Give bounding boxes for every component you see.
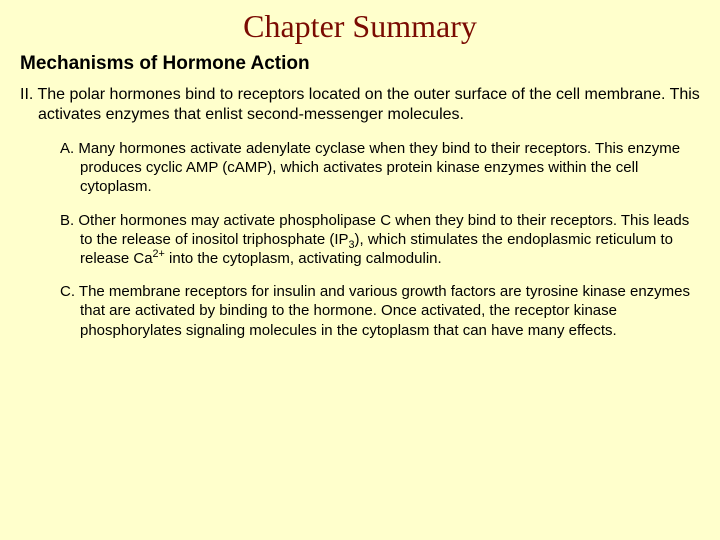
main-point-num: II. xyxy=(20,86,33,103)
sub-point-c: C. The membrane receptors for insulin an… xyxy=(20,282,700,340)
sub-point-b-after: into the cytoplasm, activating calmoduli… xyxy=(165,250,442,267)
chapter-title: Chapter Summary xyxy=(20,8,700,45)
sub-point-a: A. Many hormones activate adenylate cycl… xyxy=(20,139,700,197)
main-point-ii: II. The polar hormones bind to receptors… xyxy=(20,85,700,125)
section-heading: Mechanisms of Hormone Action xyxy=(20,53,700,75)
sub-point-c-text: The membrane receptors for insulin and v… xyxy=(79,283,690,338)
main-point-text: The polar hormones bind to receptors loc… xyxy=(38,86,700,123)
sub-point-b-num: B. xyxy=(60,212,74,229)
sub-point-c-num: C. xyxy=(60,283,75,300)
sub-point-b: B. Other hormones may activate phospholi… xyxy=(20,211,700,269)
sub-point-a-num: A. xyxy=(60,140,74,157)
slide: Chapter Summary Mechanisms of Hormone Ac… xyxy=(0,0,720,540)
sub-point-b-sup: 2+ xyxy=(153,248,165,260)
sub-point-a-text: Many hormones activate adenylate cyclase… xyxy=(78,140,680,195)
